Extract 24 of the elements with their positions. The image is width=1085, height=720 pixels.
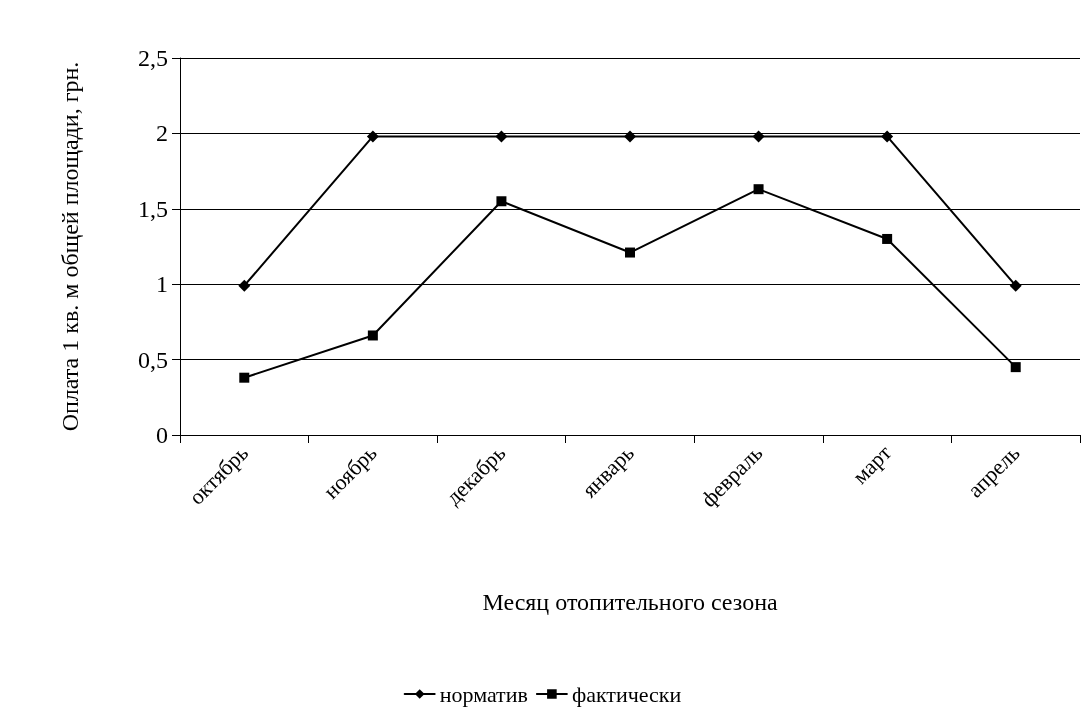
y-tick-label: 1,5 [138,195,168,222]
point [624,130,636,143]
point [882,233,893,244]
point [495,130,508,143]
point [881,130,894,143]
y-tick-label: 0 [156,422,168,448]
y-tick-label: 1 [156,271,168,298]
point [238,279,251,292]
point [752,130,765,143]
point [239,372,250,383]
point [366,130,379,143]
y-tick-label: 2 [156,120,168,147]
y-tick-label: 0,5 [138,346,168,373]
y-tick-label: 2,5 [138,45,168,71]
legend-label: норматив [439,681,528,707]
point [753,184,764,195]
point [367,330,378,341]
point [1009,279,1022,292]
x-axis-title: Месяц отопительного сезона [482,589,778,615]
legend-label: фактически [571,681,682,707]
point [496,196,507,207]
point [1010,362,1021,373]
point [625,247,635,258]
y-axis-title: Оплата 1 кв. м общей площади, грн. [57,61,83,432]
